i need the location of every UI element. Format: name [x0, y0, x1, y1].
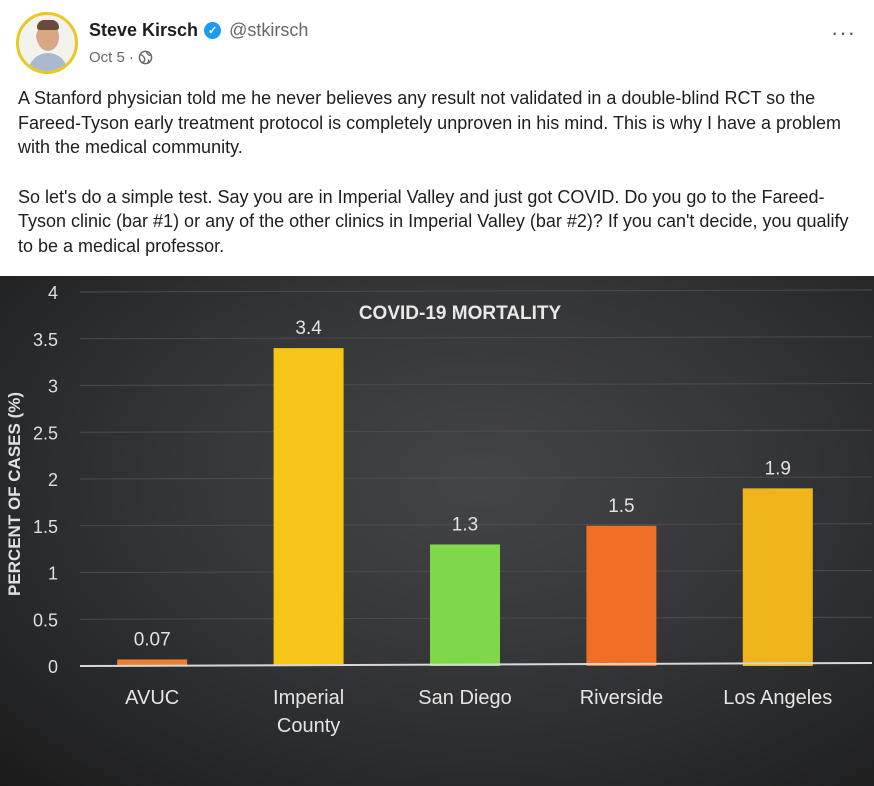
grid-line — [79, 476, 873, 480]
y-axis-label: PERCENT OF CASES (%) — [5, 392, 24, 596]
post-text: A Stanford physician told me he never be… — [18, 86, 858, 283]
avatar-shirt — [28, 53, 68, 71]
y-tick-label: 3.5 — [33, 330, 58, 350]
post-header: Steve Kirsch ✓ @stkirsch Oct 5 · ··· — [0, 0, 874, 80]
y-tick-label: 1.5 — [33, 517, 58, 537]
value-labels: 0.07 3.4 1.3 1.5 1.9 — [134, 318, 791, 650]
post-date[interactable]: Oct 5 — [89, 49, 125, 66]
avatar-hair — [37, 20, 59, 30]
meta-separator: · — [128, 49, 134, 66]
category-label: Imperial County — [273, 687, 344, 737]
post-paragraph-2: So let's do a simple test. Say you are i… — [18, 186, 854, 256]
value-label: 3.4 — [295, 318, 322, 339]
y-tick-label: 3 — [48, 377, 58, 397]
category-label: AVUC — [125, 687, 179, 709]
post-paragraph-1: A Stanford physician told me he never be… — [18, 88, 847, 157]
bars — [117, 348, 813, 666]
category-label: Los Angeles — [723, 687, 832, 709]
category-label: Riverside — [580, 687, 663, 709]
bar-san-diego — [430, 544, 500, 666]
y-tick-label: 4 — [48, 283, 58, 303]
bar-los-angeles — [742, 488, 813, 666]
grid-line — [79, 523, 873, 527]
grid-line — [79, 336, 873, 340]
value-label: 0.07 — [134, 629, 171, 650]
y-tick-label: 0 — [48, 657, 58, 677]
post-meta: Oct 5 · — [89, 49, 153, 66]
y-tick-label: 2 — [48, 470, 58, 490]
chart-title: COVID-19 MORTALITY — [359, 303, 562, 324]
verified-badge-icon: ✓ — [204, 22, 222, 39]
value-label: 1.5 — [608, 496, 634, 517]
grid-line — [79, 383, 873, 386]
y-tick-label: 2.5 — [33, 423, 58, 443]
bar-riverside — [586, 525, 657, 666]
author-line: Steve Kirsch ✓ @stkirsch — [89, 20, 308, 41]
category-labels: AVUC Imperial County San Diego Riverside Los … — [125, 687, 832, 737]
grid-line — [79, 289, 873, 293]
avatar-head — [37, 23, 59, 51]
globe-icon — [138, 50, 153, 65]
more-options-button[interactable]: ··· — [831, 20, 856, 45]
avatar[interactable] — [16, 12, 78, 74]
value-label: 1.9 — [765, 458, 791, 479]
bar-avuc — [117, 659, 188, 666]
mortality-bar-chart: COVID-19 MORTALITY PERCENT OF CASES (%) … — [5, 283, 873, 737]
y-tick-label: 1 — [48, 564, 58, 584]
y-tick-label: 0.5 — [33, 610, 58, 630]
value-label: 1.3 — [452, 514, 478, 535]
y-tick-labels: 0 0.5 1 1.5 2 2.5 3 3.5 4 — [33, 283, 58, 677]
grid-line — [79, 429, 873, 433]
author-handle[interactable]: @stkirsch — [229, 20, 309, 40]
category-label: San Diego — [418, 687, 511, 709]
chart-image[interactable]: COVID-19 MORTALITY PERCENT OF CASES (%) … — [0, 276, 874, 786]
bar-imperial-county — [273, 348, 344, 666]
x-axis-line — [79, 662, 873, 667]
author-name[interactable]: Steve Kirsch — [89, 20, 199, 40]
